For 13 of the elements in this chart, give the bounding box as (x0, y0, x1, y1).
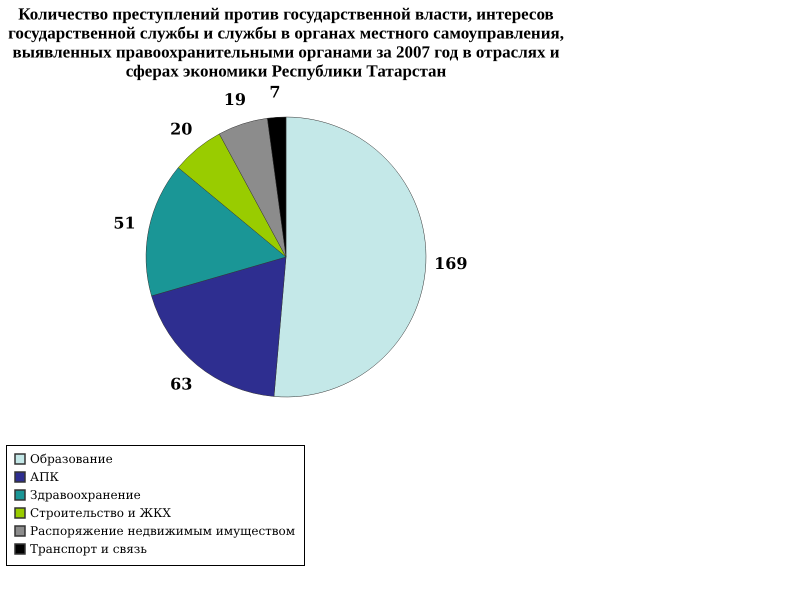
data-label: 169 (434, 254, 468, 274)
chart-title: Количество преступлений против государственной власти, интересов государственной службы и службы в органах местного самоуправления, выявленных правоохранительными органами за 2007 год в отраслях и сферах экономики Республики Татарстан (8, 4, 564, 80)
legend-label: Распоряжение недвижимым имуществом (30, 524, 296, 538)
data-label: 19 (224, 90, 246, 110)
legend-label: Строительство и ЖКХ (30, 506, 172, 520)
data-label: 63 (170, 374, 192, 394)
legend-label: Транспорт и связь (30, 542, 148, 556)
data-label: 51 (113, 213, 136, 232)
legend-label: Образование (30, 452, 113, 466)
data-label: 20 (170, 119, 192, 138)
legend-label: АПК (30, 470, 60, 484)
data-label: 7 (269, 82, 281, 102)
legend-label: Здравоохранение (30, 488, 141, 502)
